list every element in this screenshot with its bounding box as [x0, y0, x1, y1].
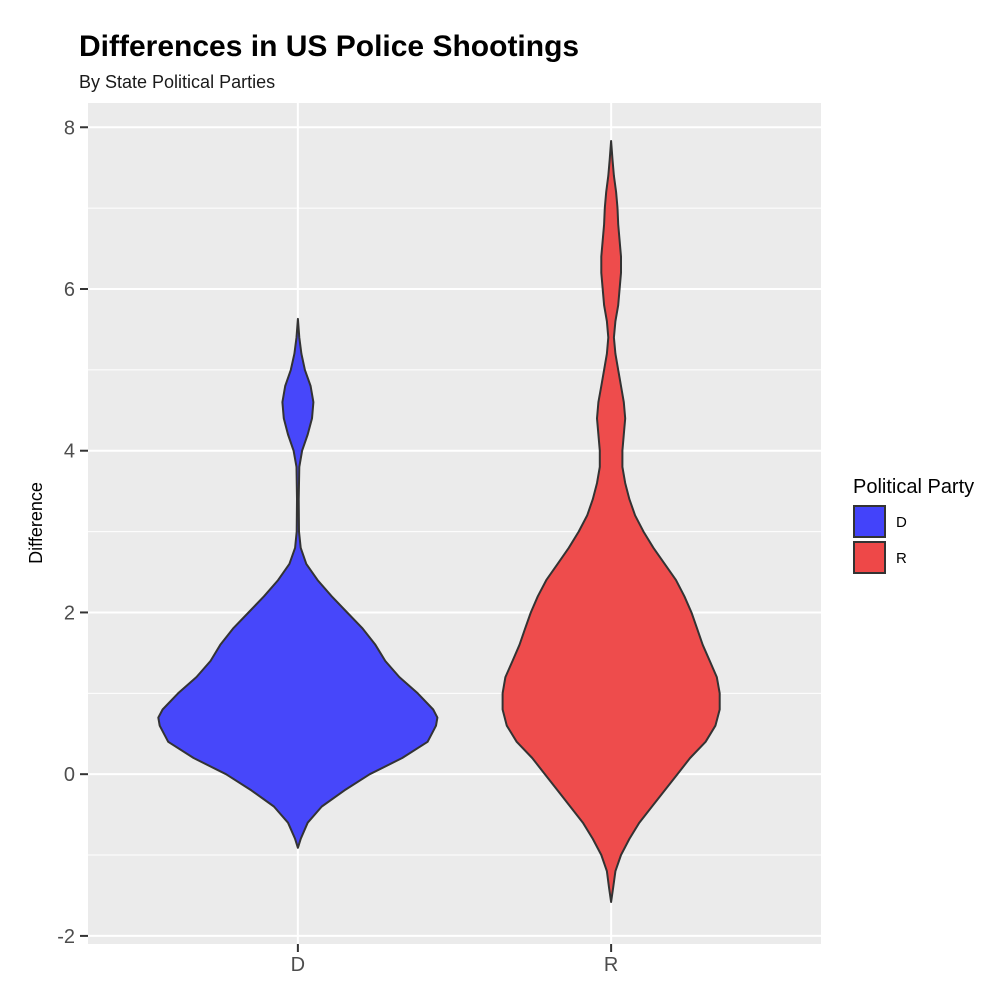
violin-layer [157, 140, 721, 903]
y-tick-label: 8 [64, 117, 75, 139]
violin-D [157, 317, 439, 849]
y-axis-label: Difference [26, 482, 46, 564]
violin-R [501, 140, 721, 903]
legend-title: Political Party [853, 476, 974, 498]
plot-panel [88, 103, 821, 944]
legend-key-R [853, 541, 886, 574]
y-tick-label: 6 [64, 279, 75, 301]
legend-label-D: D [896, 514, 907, 531]
x-tick-label-D: D [291, 954, 305, 976]
x-tick-label-R: R [604, 954, 618, 976]
y-tick-label: 0 [64, 764, 75, 786]
chart-subtitle: By State Political Parties [79, 72, 275, 92]
y-tick-label: 2 [64, 602, 75, 624]
legend-label-R: R [896, 550, 907, 567]
y-axis: -2 0 2 4 6 8 [57, 117, 88, 948]
y-tick-label: -2 [57, 926, 75, 948]
chart-title: Differences in US Police Shootings [79, 30, 579, 63]
y-tick-label: 4 [64, 441, 75, 463]
legend: Political Party D R [853, 476, 974, 574]
legend-key-D [853, 505, 886, 538]
